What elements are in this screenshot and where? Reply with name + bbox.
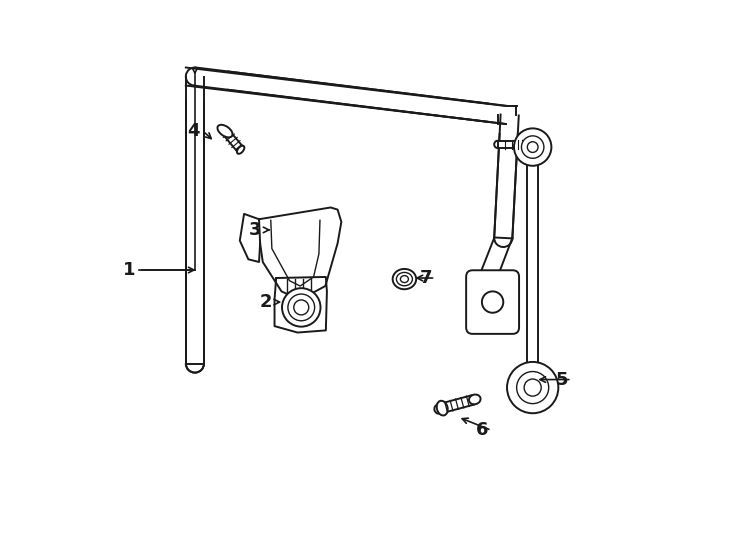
Circle shape bbox=[282, 288, 321, 327]
Text: 1: 1 bbox=[123, 261, 135, 279]
FancyBboxPatch shape bbox=[466, 270, 519, 334]
Text: 3: 3 bbox=[249, 221, 261, 239]
Ellipse shape bbox=[393, 269, 416, 289]
Polygon shape bbox=[489, 97, 526, 133]
Polygon shape bbox=[438, 395, 473, 414]
Circle shape bbox=[517, 372, 549, 403]
Polygon shape bbox=[259, 207, 341, 296]
Text: 2: 2 bbox=[259, 293, 272, 311]
Text: 7: 7 bbox=[420, 269, 432, 287]
Text: 6: 6 bbox=[476, 421, 488, 440]
Circle shape bbox=[524, 379, 541, 396]
Polygon shape bbox=[240, 214, 260, 262]
Polygon shape bbox=[275, 277, 327, 333]
Ellipse shape bbox=[237, 146, 244, 154]
Polygon shape bbox=[498, 140, 522, 148]
Circle shape bbox=[507, 362, 559, 413]
Polygon shape bbox=[186, 77, 204, 363]
Ellipse shape bbox=[469, 395, 481, 404]
Ellipse shape bbox=[401, 275, 408, 282]
Ellipse shape bbox=[396, 272, 413, 286]
Ellipse shape bbox=[437, 401, 448, 415]
Polygon shape bbox=[494, 114, 519, 238]
Ellipse shape bbox=[217, 125, 233, 137]
Text: 4: 4 bbox=[187, 122, 200, 140]
Polygon shape bbox=[224, 131, 241, 150]
Text: 5: 5 bbox=[556, 370, 568, 389]
Circle shape bbox=[482, 292, 504, 313]
Polygon shape bbox=[194, 68, 508, 124]
Circle shape bbox=[294, 300, 309, 315]
Circle shape bbox=[288, 294, 315, 321]
Polygon shape bbox=[172, 54, 227, 99]
Circle shape bbox=[527, 141, 538, 152]
Circle shape bbox=[521, 136, 544, 158]
Circle shape bbox=[514, 129, 551, 166]
